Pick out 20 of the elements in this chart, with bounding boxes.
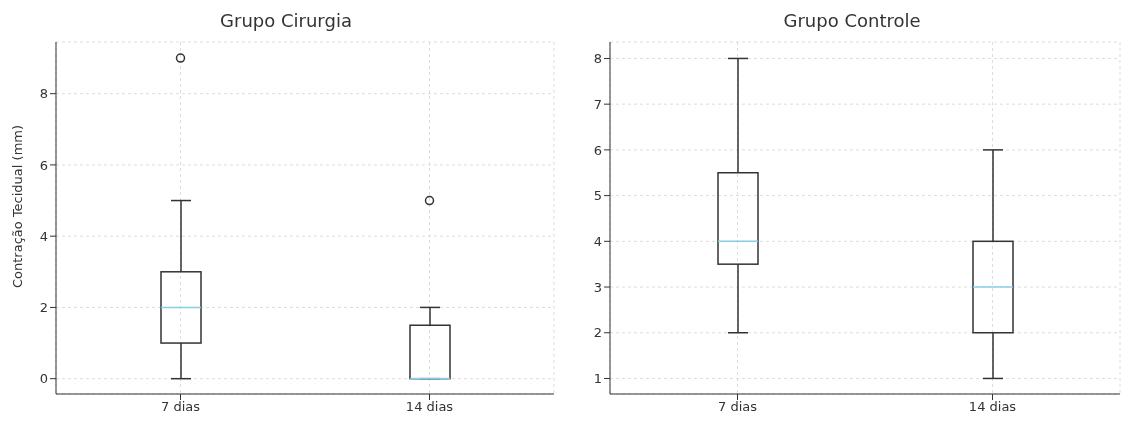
y-tick-label: 2 xyxy=(593,325,602,341)
y-tick-label: 4 xyxy=(593,233,602,249)
x-tick-label: 7 dias xyxy=(160,399,201,415)
y-tick-label: 5 xyxy=(593,188,602,204)
y-tick-label: 1 xyxy=(593,371,602,387)
y-tick-label: 8 xyxy=(39,86,48,102)
y-tick-label: 6 xyxy=(593,142,602,158)
y-tick-label: 3 xyxy=(593,279,602,295)
y-tick-label: 0 xyxy=(39,371,48,387)
x-tick-label: 14 dias xyxy=(968,399,1017,415)
x-tick-label: 7 dias xyxy=(717,399,758,415)
y-tick-label: 7 xyxy=(593,96,602,112)
y-tick-label: 2 xyxy=(39,300,48,316)
y-tick-label: 8 xyxy=(593,51,602,67)
y-axis-title: Contração Tecidual (mm) xyxy=(9,124,25,288)
chart-title: Grupo Controle xyxy=(782,9,922,33)
y-tick-label: 6 xyxy=(39,157,48,173)
y-tick-label: 4 xyxy=(39,228,48,244)
x-tick-label: 14 dias xyxy=(405,399,454,415)
chart-title: Grupo Cirurgia xyxy=(219,9,353,33)
